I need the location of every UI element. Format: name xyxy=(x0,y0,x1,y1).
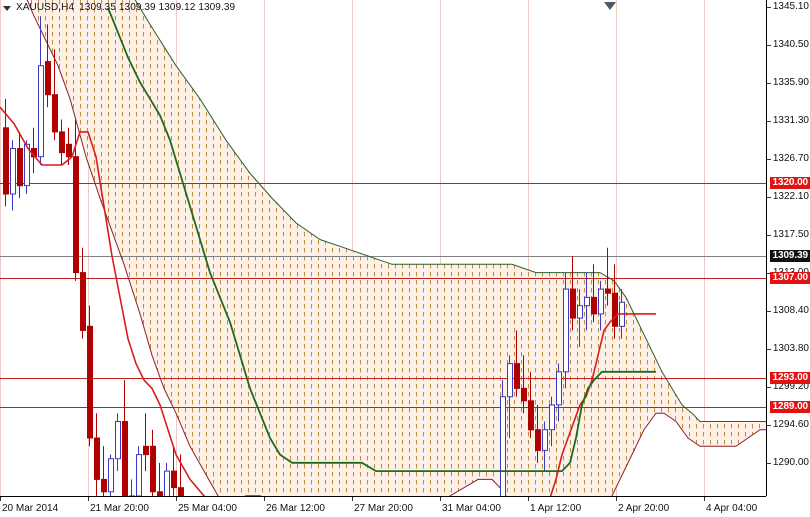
chart-svg xyxy=(0,0,766,496)
down-arrow-marker-icon xyxy=(604,2,616,10)
candlestick-series xyxy=(3,16,625,496)
price-axis-line xyxy=(766,0,767,496)
price-tick-label: 1326.70 xyxy=(772,153,809,164)
time-tick xyxy=(440,497,441,501)
price-tick xyxy=(767,83,771,84)
price-tick xyxy=(767,159,771,160)
ichimoku-cloud xyxy=(27,0,766,496)
price-tick xyxy=(767,45,771,46)
price-tick xyxy=(767,235,771,236)
time-tick xyxy=(352,497,353,501)
time-tick-label: 1 Apr 12:00 xyxy=(530,503,582,514)
price-scale[interactable]: 1345.10 1340.50 1335.90 1331.30 1326.70 1322.… xyxy=(767,0,810,496)
price-tick-label: 1317.50 xyxy=(772,229,809,240)
price-tick-label: 1331.30 xyxy=(772,115,809,126)
senkou-span-b-line xyxy=(134,0,766,422)
time-tick-label: 2 Apr 20:00 xyxy=(618,503,670,514)
time-tick xyxy=(528,497,529,501)
time-tick xyxy=(264,497,265,501)
price-tick xyxy=(767,425,771,426)
level-price-label: 1307.00 xyxy=(769,272,810,284)
tenkan-sen-line xyxy=(0,106,656,496)
level-price-label: 1320.00 xyxy=(769,177,810,189)
time-axis-line xyxy=(0,496,766,497)
time-tick xyxy=(88,497,89,501)
price-tick xyxy=(767,311,771,312)
price-tick-label: 1299.20 xyxy=(772,381,809,392)
time-tick-label: 25 Mar 04:00 xyxy=(178,503,237,514)
price-tick-label: 1303.80 xyxy=(772,343,809,354)
price-tick xyxy=(767,7,771,8)
time-tick-label: 4 Apr 04:00 xyxy=(706,503,758,514)
level-price-label: 1293.00 xyxy=(769,372,810,384)
time-tick-label: 21 Mar 20:00 xyxy=(90,503,149,514)
level-price-label: 1289.00 xyxy=(769,401,810,413)
price-tick xyxy=(767,349,771,350)
price-tick xyxy=(767,197,771,198)
time-tick xyxy=(0,497,1,501)
current-price-label: 1309.39 xyxy=(769,250,810,262)
horizontal-level-lines xyxy=(0,183,766,408)
price-tick-label: 1335.90 xyxy=(772,77,809,88)
time-tick xyxy=(704,497,705,501)
price-tick-label: 1308.40 xyxy=(772,305,809,316)
time-tick-label: 27 Mar 20:00 xyxy=(354,503,413,514)
time-tick-label: 26 Mar 12:00 xyxy=(266,503,325,514)
price-tick-label: 1322.10 xyxy=(772,191,809,202)
price-tick xyxy=(767,387,771,388)
price-tick-label: 1290.00 xyxy=(772,457,809,468)
time-scale[interactable]: 20 Mar 2014 21 Mar 20:00 25 Mar 04:00 26 Ma… xyxy=(0,497,766,517)
time-tick xyxy=(176,497,177,501)
scale-corner xyxy=(767,497,810,517)
price-tick xyxy=(767,121,771,122)
time-tick-label: 31 Mar 04:00 xyxy=(442,503,501,514)
price-tick-label: 1294.60 xyxy=(772,419,809,430)
time-tick xyxy=(616,497,617,501)
price-tick xyxy=(767,463,771,464)
price-tick-label: 1345.10 xyxy=(772,1,809,12)
kijun-sen-line xyxy=(107,7,656,473)
price-tick xyxy=(767,273,771,274)
price-chart-canvas[interactable] xyxy=(0,0,766,496)
senkou-span-a-line xyxy=(26,0,766,496)
price-tick-label: 1340.50 xyxy=(772,39,809,50)
time-tick-label: 20 Mar 2014 xyxy=(2,503,59,514)
